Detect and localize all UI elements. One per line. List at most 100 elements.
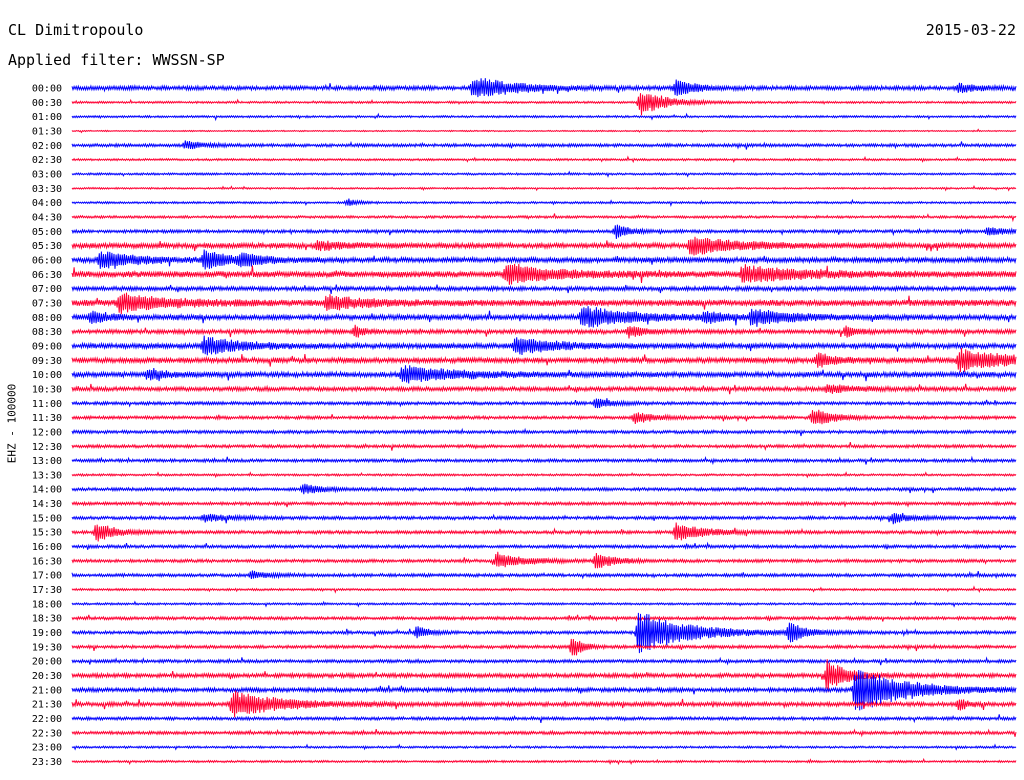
trace-1930 [71,638,1017,656]
trace-1430 [71,500,1017,508]
row-time-label: 07:30 [32,298,62,309]
trace-0800 [71,306,1017,328]
row-time-label: 17:30 [32,585,62,596]
trace-0530 [71,236,1017,256]
row-time-label: 23:30 [32,757,62,768]
trace-1200 [71,427,1017,437]
trace-0000 [71,78,1017,98]
trace-2130 [71,690,1017,718]
trace-1800 [71,600,1017,608]
row-time-label: 20:30 [32,671,62,682]
station-name: CL Dimitropoulo [8,21,144,39]
row-time-label: 16:00 [32,542,62,553]
trace-2030 [71,659,1017,693]
trace-2230 [71,728,1017,738]
row-time-label: 11:30 [32,413,62,424]
row-time-label: 18:30 [32,614,62,625]
row-time-label: 06:00 [32,255,62,266]
row-time-label: 06:30 [32,270,62,281]
trace-1530 [71,522,1017,542]
row-time-label: 00:30 [32,98,62,109]
row-time-label: 03:30 [32,184,62,195]
row-time-label: 05:00 [32,227,62,238]
row-time-label: 01:00 [32,112,62,123]
trace-0400 [71,198,1017,208]
row-time-label: 04:00 [32,198,62,209]
trace-2100 [71,669,1017,711]
row-time-label: 14:30 [32,499,62,510]
row-time-label: 14:00 [32,485,62,496]
trace-1130 [71,409,1017,425]
row-time-label: 02:30 [32,155,62,166]
trace-0600 [71,249,1017,270]
row-time-label: 10:30 [32,384,62,395]
row-time-label: 11:00 [32,399,62,410]
trace-1330 [71,471,1017,479]
row-time-label: 16:30 [32,556,62,567]
trace-0500 [71,224,1017,239]
row-time-label: 01:30 [32,126,62,137]
trace-1400 [71,483,1017,495]
trace-0330 [71,185,1017,192]
trace-0430 [71,213,1017,223]
trace-0930 [71,348,1017,373]
trace-0630 [71,263,1017,285]
row-time-label: 15:30 [32,528,62,539]
trace-0100 [71,112,1017,122]
row-time-label: 22:00 [32,714,62,725]
row-time-label: 05:30 [32,241,62,252]
trace-1100 [71,398,1017,409]
row-time-label: 04:30 [32,212,62,223]
row-time-label: 00:00 [32,84,62,95]
trace-0230 [71,155,1017,164]
trace-0900 [71,335,1017,356]
row-time-label: 02:00 [32,141,62,152]
row-time-label: 21:30 [32,700,62,711]
row-time-label: 13:30 [32,470,62,481]
trace-1730 [71,585,1017,594]
row-time-label: 18:00 [32,599,62,610]
row-time-label: 09:30 [32,356,62,367]
record-date: 2015-03-22 [925,21,1016,39]
row-time-label: 12:30 [32,442,62,453]
row-time-label: 13:00 [32,456,62,467]
trace-0300 [71,170,1017,178]
trace-0700 [71,284,1017,294]
row-time-label: 19:00 [32,628,62,639]
row-time-label: 17:00 [32,571,62,582]
row-time-label: 03:00 [32,169,62,180]
trace-0830 [71,324,1017,339]
trace-2200 [71,714,1017,724]
row-time-label: 23:00 [32,743,62,754]
row-time-label: 09:00 [32,341,62,352]
trace-1600 [71,541,1017,551]
row-time-label: 07:00 [32,284,62,295]
trace-1030 [71,383,1017,395]
trace-0130 [71,128,1017,134]
filter-label: Applied filter: WWSSN-SP [8,51,225,69]
trace-0730 [71,292,1017,315]
trace-2300 [71,743,1017,751]
row-time-label: 20:00 [32,657,62,668]
trace-2330 [71,757,1017,766]
row-time-label: 10:00 [32,370,62,381]
row-time-label: 12:00 [32,427,62,438]
row-time-label: 21:00 [32,685,62,696]
trace-1500 [71,512,1017,525]
trace-1000 [71,365,1017,384]
trace-1830 [71,614,1017,622]
trace-1230 [71,441,1017,452]
trace-1900 [71,612,1017,654]
trace-1630 [71,551,1017,569]
row-time-label: 15:00 [32,513,62,524]
trace-1300 [71,455,1017,466]
row-time-label: 19:30 [32,642,62,653]
row-time-label: 22:30 [32,728,62,739]
trace-0030 [71,93,1017,116]
row-time-label: 08:00 [32,313,62,324]
row-time-label: 08:30 [32,327,62,338]
trace-1700 [71,570,1017,580]
trace-2000 [71,656,1017,666]
trace-0200 [71,140,1017,150]
